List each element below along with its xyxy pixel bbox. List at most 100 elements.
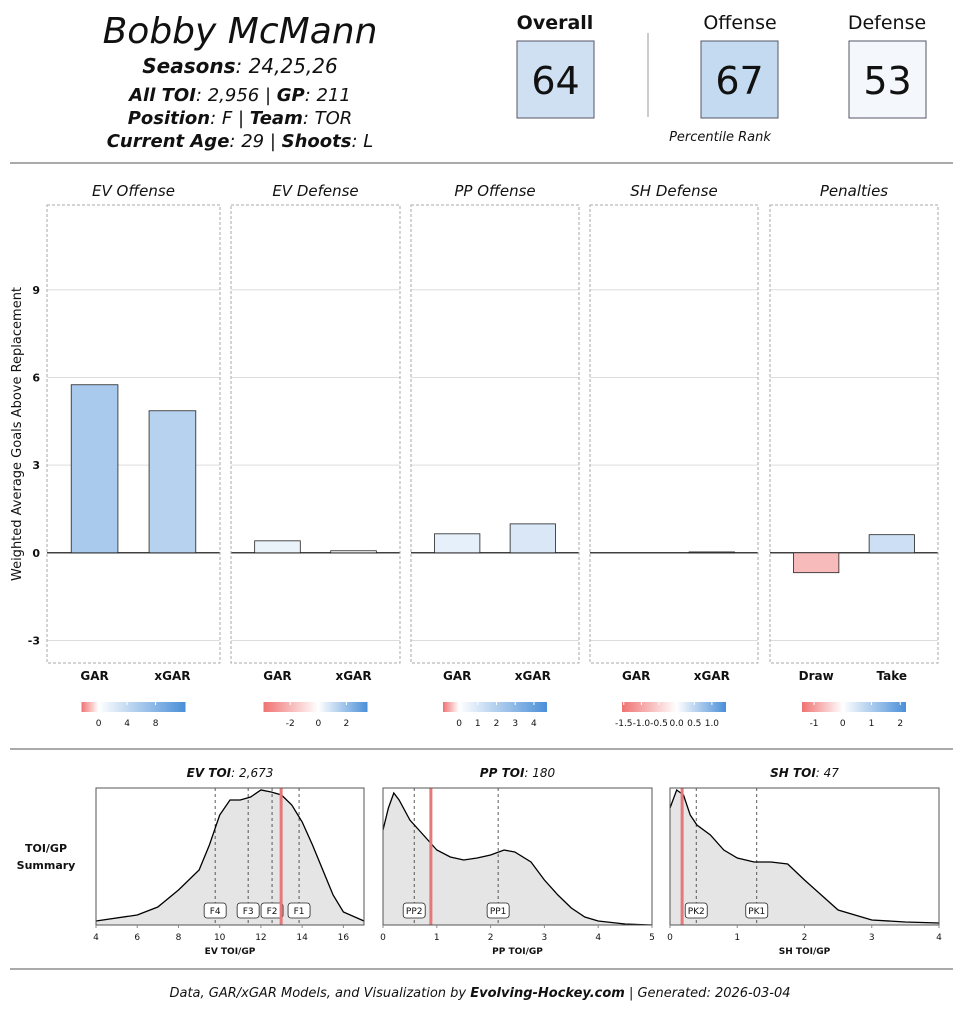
reference-label-box bbox=[287, 902, 311, 919]
x-tick-label: Draw bbox=[799, 669, 834, 683]
scale-tick-label: 8 bbox=[153, 719, 159, 729]
seasons-line: Seasons: 24,25,26 bbox=[142, 54, 337, 78]
x-tick-label: 1 bbox=[434, 933, 440, 943]
generated-label: Generated bbox=[637, 986, 707, 1001]
rating-name: Defense bbox=[848, 12, 926, 34]
scale-tick-label: 1 bbox=[475, 719, 481, 729]
color-scale bbox=[802, 702, 906, 712]
facet-title: EV Defense bbox=[272, 182, 358, 200]
reference-label-box bbox=[236, 902, 260, 919]
credit: Data, GAR/xGAR Models, and Visualization… bbox=[169, 986, 466, 1001]
summary-label: TOI/GP Summary bbox=[16, 842, 76, 872]
title: PP TOI bbox=[480, 766, 525, 780]
y-tick-label: 0 bbox=[32, 547, 40, 560]
x-tick-label: 5 bbox=[649, 933, 655, 943]
label: Shoots bbox=[282, 131, 352, 152]
bar bbox=[793, 552, 840, 574]
reference-label: PP2 bbox=[406, 907, 423, 917]
label: Position bbox=[128, 108, 210, 129]
scale-tick-label: 2 bbox=[494, 719, 500, 729]
y-tick-label: 3 bbox=[32, 459, 40, 472]
x-tick-label: 1 bbox=[734, 933, 740, 943]
reference-label-box bbox=[745, 902, 769, 919]
density-line bbox=[382, 791, 653, 926]
color-scale bbox=[81, 702, 186, 712]
rating-value: 67 bbox=[715, 59, 763, 103]
total: 2,673 bbox=[239, 766, 273, 780]
scale-tick-label: 2 bbox=[897, 719, 903, 729]
value: 2,956 bbox=[208, 85, 260, 106]
scale-tick-label: 2 bbox=[344, 719, 350, 729]
reference-label-box bbox=[260, 902, 284, 919]
site: Evolving-Hockey.com bbox=[470, 986, 625, 1001]
x-tick-label: xGAR bbox=[335, 669, 371, 683]
density-line bbox=[669, 788, 940, 924]
scale-tick-label: -2 bbox=[286, 719, 295, 729]
scale-tick-label: 0 bbox=[315, 719, 321, 729]
panel-border bbox=[230, 204, 401, 664]
rating-value: 53 bbox=[863, 59, 911, 103]
x-tick-label: 14 bbox=[296, 933, 308, 943]
scale-tick-label: 1 bbox=[869, 719, 875, 729]
footer: Data, GAR/xGAR Models, and Visualization… bbox=[169, 986, 790, 1001]
scale-tick-label: 0 bbox=[456, 719, 462, 729]
x-tick-label: 3 bbox=[869, 933, 875, 943]
scale-tick-label: 1.0 bbox=[705, 719, 720, 729]
scale-tick-label: 3 bbox=[512, 719, 518, 729]
x-tick-label: 3 bbox=[542, 933, 548, 943]
value: F bbox=[222, 108, 233, 129]
generated: 2026-03-04 bbox=[715, 986, 791, 1001]
density-area bbox=[670, 790, 939, 925]
label: Seasons bbox=[142, 54, 235, 78]
rating-box bbox=[848, 40, 927, 119]
y-tick-label: 9 bbox=[32, 284, 40, 297]
x-tick-label: 4 bbox=[595, 933, 601, 943]
x-tick-label: GAR bbox=[443, 669, 471, 683]
bar bbox=[70, 384, 119, 554]
x-tick-label: xGAR bbox=[154, 669, 190, 683]
x-tick-label: xGAR bbox=[694, 669, 730, 683]
x-tick-label: 10 bbox=[214, 933, 226, 943]
value: 24,25,26 bbox=[249, 54, 338, 78]
y-axis-label: Weighted Average Goals Above Replacement bbox=[10, 287, 25, 581]
reference-label: PP1 bbox=[490, 907, 507, 917]
x-tick-label: Take bbox=[877, 669, 908, 683]
x-axis-label: SH TOI/GP bbox=[779, 947, 831, 957]
bar bbox=[434, 533, 481, 554]
bar bbox=[868, 534, 915, 554]
panel-title: EV TOI: 2,673 bbox=[187, 766, 274, 780]
x-tick-label: 0 bbox=[667, 933, 673, 943]
x-tick-label: GAR bbox=[80, 669, 108, 683]
x-tick-label: 4 bbox=[936, 933, 942, 943]
bar bbox=[688, 551, 735, 554]
y-tick-label: 6 bbox=[32, 371, 40, 384]
scale-tick-label: 0 bbox=[840, 719, 846, 729]
value: TOR bbox=[315, 108, 353, 129]
panel-title: SH TOI: 47 bbox=[770, 766, 839, 780]
color-scale bbox=[443, 702, 547, 712]
color-scale bbox=[622, 702, 726, 712]
scale-tick-label: 0.0 bbox=[669, 719, 684, 729]
x-axis-label: EV TOI/GP bbox=[205, 947, 256, 957]
bar bbox=[254, 540, 301, 554]
x-tick-label: 8 bbox=[176, 933, 182, 943]
color-scale bbox=[263, 702, 368, 712]
scale-tick-label: -0.5 bbox=[650, 719, 668, 729]
panel-border bbox=[95, 787, 365, 926]
scale-tick-label: 4 bbox=[531, 719, 537, 729]
ratings-note: Percentile Rank bbox=[669, 130, 771, 145]
panel-title: PP TOI: 180 bbox=[480, 766, 556, 780]
total: 180 bbox=[532, 766, 555, 780]
rating-box bbox=[516, 40, 595, 119]
panel-border bbox=[46, 204, 221, 664]
bar bbox=[148, 410, 197, 554]
total: 47 bbox=[824, 766, 840, 780]
age-line: Current Age: 29 | Shoots: L bbox=[107, 131, 374, 152]
x-tick-label: 12 bbox=[255, 933, 266, 943]
x-tick-label: 6 bbox=[134, 933, 140, 943]
scale-tick-label: 0 bbox=[96, 719, 102, 729]
x-tick-label: 0 bbox=[380, 933, 386, 943]
reference-label: F2 bbox=[267, 907, 278, 917]
position-line: Position: F | Team: TOR bbox=[128, 108, 353, 129]
